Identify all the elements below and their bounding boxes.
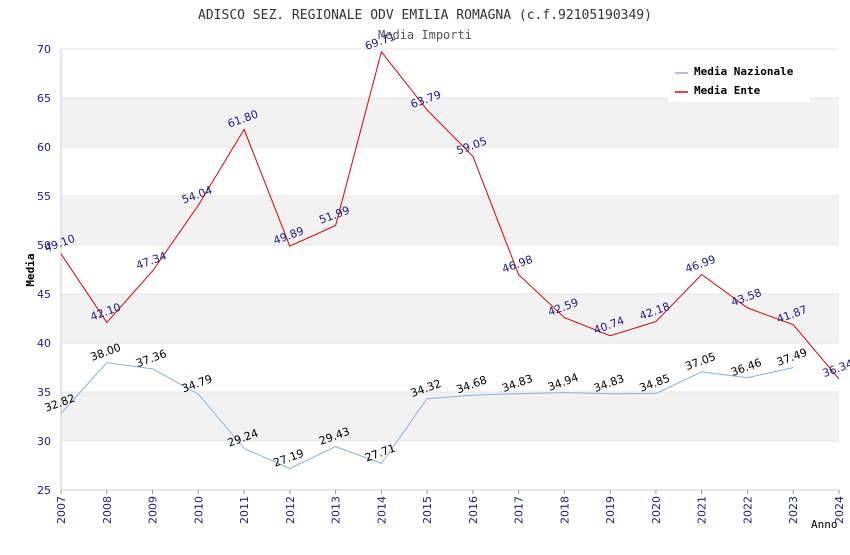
y-tick-label: 65	[37, 92, 51, 105]
x-tick-label: 2015	[421, 496, 434, 524]
x-tick-label: 2023	[787, 496, 800, 524]
x-tick-label: 2010	[192, 496, 205, 524]
y-tick-label: 60	[37, 141, 51, 154]
x-tick-label: 2011	[238, 496, 251, 524]
grid-band	[61, 343, 839, 392]
x-tick-label: 2012	[284, 496, 297, 524]
x-tick-label: 2020	[650, 496, 663, 524]
y-tick-label: 35	[37, 386, 51, 399]
series-line-media-nazionale	[60, 362, 794, 470]
legend-label-media-ente: Media Ente	[694, 84, 761, 97]
y-tick-label: 50	[37, 239, 51, 252]
y-tick-label: 70	[37, 43, 51, 56]
x-tick-label: 2024	[833, 496, 846, 524]
y-tick-label: 45	[37, 288, 51, 301]
x-tick-label: 2016	[467, 496, 480, 524]
grid-band	[61, 147, 839, 196]
x-axis-label: Anno	[811, 518, 838, 531]
x-axis-ticks: 2007 2008 2009 2010 2011 2012 2013 2014 2015 2016…	[55, 490, 846, 524]
grid-band	[61, 196, 839, 245]
y-tick-label: 25	[37, 484, 51, 497]
chart-subtitle: Media Importi	[378, 28, 472, 42]
grid-bands	[61, 48, 839, 491]
x-tick-label: 2008	[101, 496, 114, 524]
x-tick-label: 2022	[741, 496, 754, 524]
x-tick-label: 2009	[147, 496, 160, 524]
y-tick-label: 30	[37, 435, 51, 448]
legend: Media Nazionale Media Ente	[668, 58, 810, 102]
y-tick-label: 55	[37, 190, 51, 203]
grid-band	[61, 294, 839, 343]
legend-box	[668, 58, 810, 102]
legend-label-media-nazionale: Media Nazionale	[694, 65, 794, 78]
grid-band	[61, 245, 839, 294]
y-axis-ticks: 25 30 35 40 45 50 55 60 65 70	[37, 43, 51, 497]
axes	[60, 49, 839, 491]
series-lines	[60, 50, 840, 470]
x-tick-label: 2021	[696, 496, 709, 524]
x-tick-label: 2018	[558, 496, 571, 524]
x-tick-label: 2013	[330, 496, 343, 524]
x-tick-label: 2017	[513, 496, 526, 524]
grid-band	[61, 392, 839, 441]
grid-band	[61, 441, 839, 490]
x-tick-label: 2007	[55, 496, 68, 524]
chart-title: ADISCO SEZ. REGIONALE ODV EMILIA ROMAGNA…	[198, 8, 652, 23]
y-tick-label: 40	[37, 337, 51, 350]
series-line-media-ente	[60, 50, 840, 380]
x-tick-label: 2019	[604, 496, 617, 524]
y-axis-label: Media	[24, 253, 37, 286]
grid-band	[61, 98, 839, 147]
x-tick-label: 2014	[375, 496, 388, 524]
